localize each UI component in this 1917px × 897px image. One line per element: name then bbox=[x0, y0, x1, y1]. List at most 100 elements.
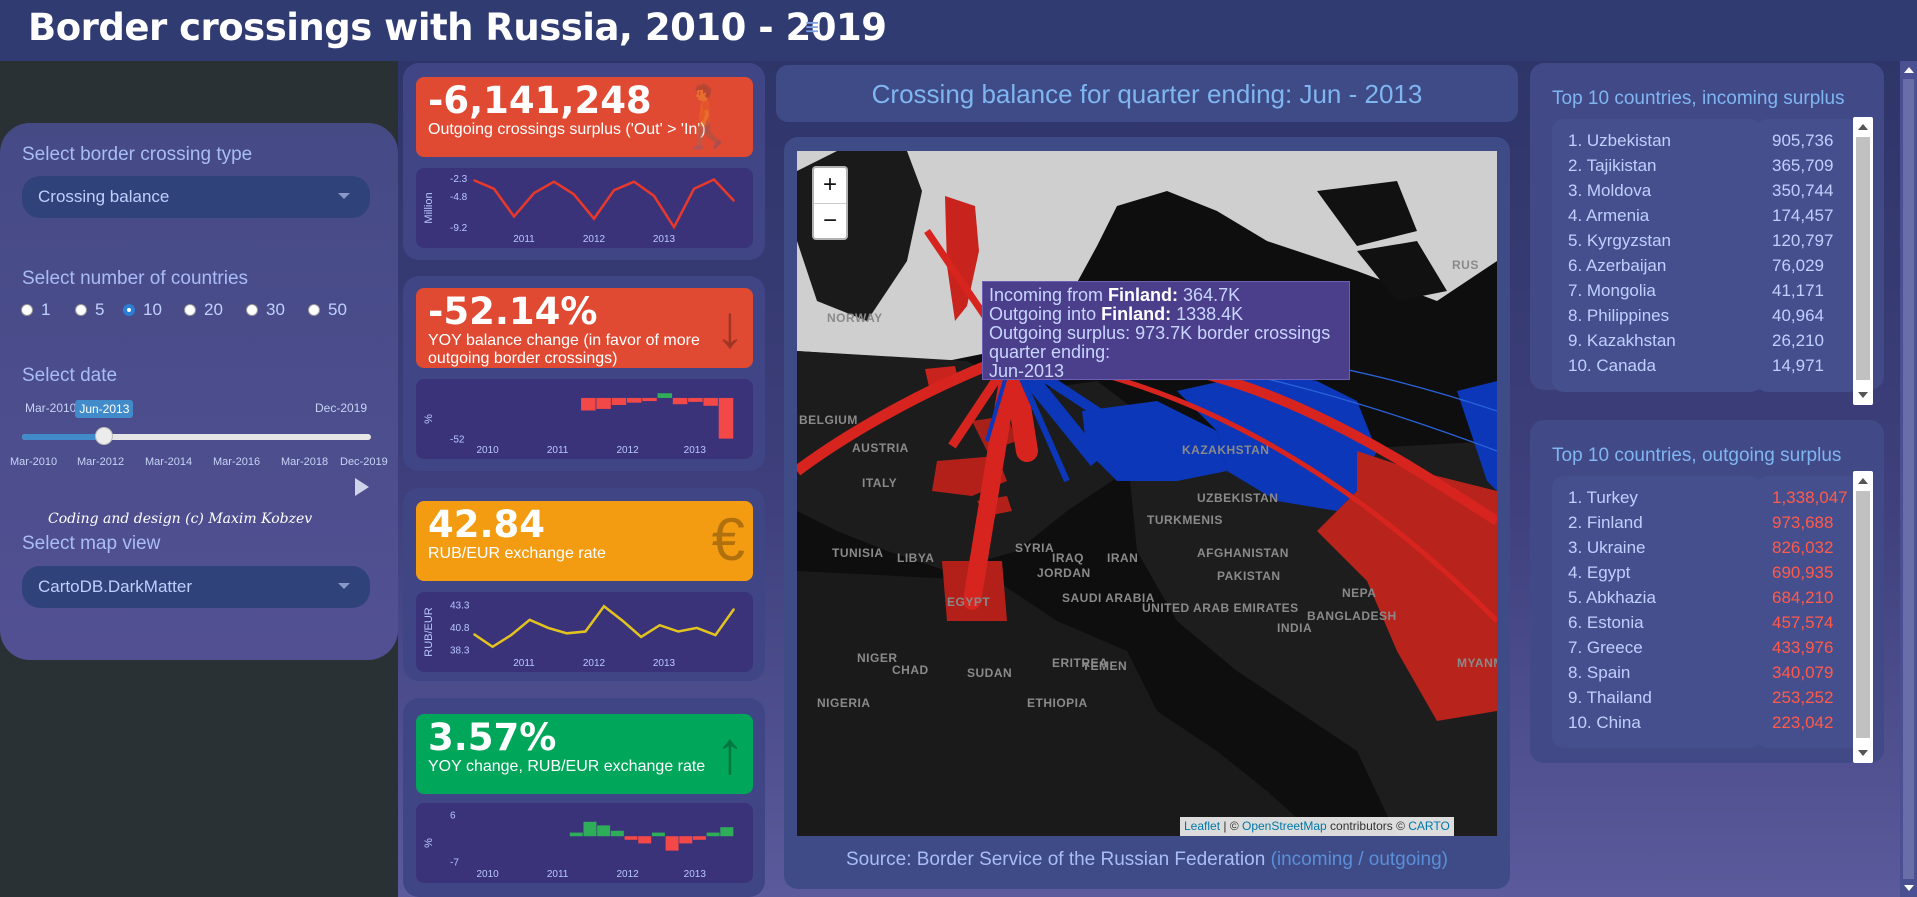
bar bbox=[657, 393, 673, 398]
bar bbox=[642, 397, 657, 402]
y-axis-label: % bbox=[423, 838, 435, 848]
list-item-value: 14,971 bbox=[1772, 356, 1824, 375]
crossing-type-select[interactable]: Crossing balance bbox=[22, 176, 370, 218]
outgoing-top10-panel: Top 10 countries, outgoing surplus 1. Tu… bbox=[1530, 420, 1884, 763]
bar bbox=[688, 397, 703, 402]
y-tick-label: -7 bbox=[450, 857, 459, 868]
bar bbox=[626, 397, 642, 403]
x-tick-label: 2013 bbox=[653, 658, 676, 669]
kpi-label: YOY change, RUB/EUR exchange rate bbox=[428, 758, 706, 775]
leaflet-link[interactable]: Leaflet bbox=[1184, 819, 1221, 833]
data-point bbox=[633, 180, 635, 183]
list-item-name: 2. Finland bbox=[1568, 513, 1643, 532]
outgoing-scrollbar[interactable] bbox=[1853, 471, 1873, 763]
radio-button[interactable] bbox=[184, 304, 196, 316]
date-tick-label: Mar-2012 bbox=[77, 456, 125, 468]
scroll-thumb[interactable] bbox=[1856, 137, 1870, 380]
scroll-down-icon[interactable] bbox=[1858, 392, 1868, 398]
scroll-up-icon[interactable] bbox=[1858, 478, 1868, 484]
list-item-value: 26,210 bbox=[1772, 331, 1824, 350]
zoom-in-button[interactable]: + bbox=[814, 168, 846, 204]
bar bbox=[706, 832, 720, 837]
crossings-map[interactable]: NORWAY BELGIUM AUSTRIA ITALY TUNISIA LIBYA EGY… bbox=[797, 151, 1497, 836]
radio-button[interactable] bbox=[75, 304, 87, 316]
credit-text: Coding and design (c) Maxim Kobzev bbox=[48, 511, 313, 527]
y-tick-label: 43.3 bbox=[450, 601, 470, 612]
scroll-down-icon[interactable] bbox=[1858, 750, 1868, 756]
sparkline-svg: % 6 -7 2010 2011 2012 2013 bbox=[423, 811, 734, 880]
map-country-label: KAZAKHSTAN bbox=[1182, 443, 1270, 457]
carto-link[interactable]: CARTO bbox=[1408, 819, 1450, 833]
countries-option-5[interactable]: 5 bbox=[75, 300, 104, 320]
radio-button[interactable] bbox=[246, 304, 258, 316]
list-item-value: 1,338,047 bbox=[1772, 488, 1848, 507]
date-slider-handle[interactable] bbox=[95, 427, 114, 445]
data-point bbox=[553, 180, 555, 183]
scroll-thumb[interactable] bbox=[1903, 79, 1914, 879]
countries-option-10[interactable]: 10 bbox=[123, 300, 162, 320]
data-point bbox=[673, 226, 675, 228]
kpi-label: Outgoing crossings surplus ('Out' > 'In'… bbox=[428, 121, 706, 138]
date-slider-track[interactable] bbox=[22, 434, 371, 440]
scroll-down-icon[interactable] bbox=[1904, 885, 1914, 891]
attribution-text: contributors © bbox=[1326, 819, 1409, 833]
sparkline-chart: % 6 -7 2010 2011 2012 2013 bbox=[416, 803, 753, 883]
play-icon[interactable] bbox=[355, 478, 369, 496]
countries-option-20[interactable]: 20 bbox=[184, 300, 223, 320]
page-scrollbar[interactable] bbox=[1900, 61, 1917, 897]
bar bbox=[665, 836, 679, 851]
data-point bbox=[714, 634, 717, 636]
list-item-value: 40,964 bbox=[1772, 306, 1824, 325]
radio-label: 1 bbox=[41, 300, 51, 319]
menu-toggle-icon[interactable]: ≡ bbox=[805, 14, 820, 41]
osm-link[interactable]: OpenStreetMap bbox=[1242, 819, 1327, 833]
y-tick-label: -2.3 bbox=[450, 174, 468, 185]
map-country-label: SUDAN bbox=[967, 666, 1013, 680]
series-line bbox=[473, 178, 735, 230]
crossing-type-value: Crossing balance bbox=[38, 187, 170, 206]
tooltip-value: 1338.4K bbox=[1171, 304, 1244, 324]
countries-option-30[interactable]: 30 bbox=[246, 300, 285, 320]
incoming-scrollbar[interactable] bbox=[1853, 117, 1873, 405]
map-title-box: Crossing balance for quarter ending: Jun… bbox=[776, 65, 1518, 122]
date-slider-fill bbox=[22, 434, 105, 440]
radio-button[interactable] bbox=[123, 304, 135, 316]
scroll-up-icon[interactable] bbox=[1858, 124, 1868, 130]
radio-button[interactable] bbox=[21, 304, 33, 316]
kpi-value: -6,141,248 bbox=[428, 79, 652, 122]
data-point bbox=[473, 633, 475, 635]
zoom-out-button[interactable]: − bbox=[822, 207, 837, 234]
data-point bbox=[491, 646, 494, 648]
list-item-name: 1. Turkey bbox=[1568, 488, 1638, 507]
list-item-name: 5. Abkhazia bbox=[1568, 588, 1656, 607]
radio-button[interactable] bbox=[308, 304, 320, 316]
arctic-island-2 bbox=[1357, 241, 1447, 301]
map-title: Crossing balance for quarter ending: Jun… bbox=[871, 79, 1423, 109]
sparkline-svg: % -52 2010 2011 2012 2013 bbox=[423, 393, 734, 456]
list-item-value: 365,709 bbox=[1772, 156, 1834, 175]
bar bbox=[610, 830, 624, 837]
scroll-thumb[interactable] bbox=[1856, 491, 1870, 738]
outgoing-title: Top 10 countries, outgoing surplus bbox=[1552, 445, 1842, 466]
map-country-label: YEMEN bbox=[1082, 659, 1128, 673]
map-view-select[interactable]: CartoDB.DarkMatter bbox=[22, 566, 370, 608]
mongolia-region bbox=[1177, 371, 1377, 511]
map-country-label: RUS bbox=[1452, 258, 1479, 272]
countries-option-1[interactable]: 1 bbox=[21, 300, 50, 320]
list-item-name: 4. Armenia bbox=[1568, 206, 1650, 225]
x-tick-label: 2012 bbox=[616, 869, 639, 880]
data-point bbox=[640, 636, 642, 638]
tooltip-value: 364.7K bbox=[1178, 285, 1241, 305]
data-point bbox=[613, 189, 615, 192]
countries-option-50[interactable]: 50 bbox=[308, 300, 347, 320]
x-tick-label: 2013 bbox=[684, 445, 707, 456]
date-tick-label: Mar-2010 bbox=[10, 456, 58, 468]
y-tick-label: -9.2 bbox=[450, 223, 468, 234]
kpi-label: YOY balance change (in favor of more out… bbox=[428, 332, 700, 367]
scroll-up-icon[interactable] bbox=[1904, 67, 1914, 73]
list-item-name: 10. Canada bbox=[1568, 356, 1656, 375]
list-item-value: 690,935 bbox=[1772, 563, 1834, 582]
list-item-value: 973,688 bbox=[1772, 513, 1834, 532]
sparkline-chart: Million -2.3 -4.8 -9.2 2011 2012 2013 bbox=[416, 168, 753, 248]
walking-person-icon: 🚶 bbox=[670, 83, 745, 150]
